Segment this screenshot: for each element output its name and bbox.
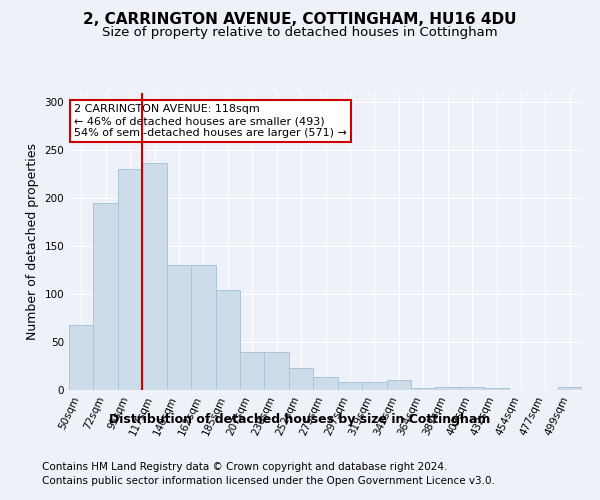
Text: 2 CARRINGTON AVENUE: 118sqm
← 46% of detached houses are smaller (493)
54% of se: 2 CARRINGTON AVENUE: 118sqm ← 46% of det… xyxy=(74,104,347,138)
Bar xyxy=(411,388,436,390)
Bar xyxy=(313,376,338,390)
Bar xyxy=(484,388,509,390)
Bar xyxy=(215,290,240,390)
Bar xyxy=(557,387,582,390)
Bar xyxy=(142,162,167,390)
Bar xyxy=(191,265,215,390)
Bar xyxy=(436,387,460,390)
Bar xyxy=(69,324,94,390)
Y-axis label: Number of detached properties: Number of detached properties xyxy=(26,143,39,340)
Bar xyxy=(460,387,484,390)
Text: Distribution of detached houses by size in Cottingham: Distribution of detached houses by size … xyxy=(109,412,491,426)
Bar xyxy=(289,368,313,390)
Bar xyxy=(265,352,289,390)
Text: Contains public sector information licensed under the Open Government Licence v3: Contains public sector information licen… xyxy=(42,476,495,486)
Text: Size of property relative to detached houses in Cottingham: Size of property relative to detached ho… xyxy=(102,26,498,39)
Bar xyxy=(167,265,191,390)
Bar xyxy=(240,352,265,390)
Text: Contains HM Land Registry data © Crown copyright and database right 2024.: Contains HM Land Registry data © Crown c… xyxy=(42,462,448,472)
Text: 2, CARRINGTON AVENUE, COTTINGHAM, HU16 4DU: 2, CARRINGTON AVENUE, COTTINGHAM, HU16 4… xyxy=(83,12,517,28)
Bar xyxy=(118,170,142,390)
Bar xyxy=(94,203,118,390)
Bar xyxy=(338,382,362,390)
Bar xyxy=(362,382,386,390)
Bar xyxy=(386,380,411,390)
